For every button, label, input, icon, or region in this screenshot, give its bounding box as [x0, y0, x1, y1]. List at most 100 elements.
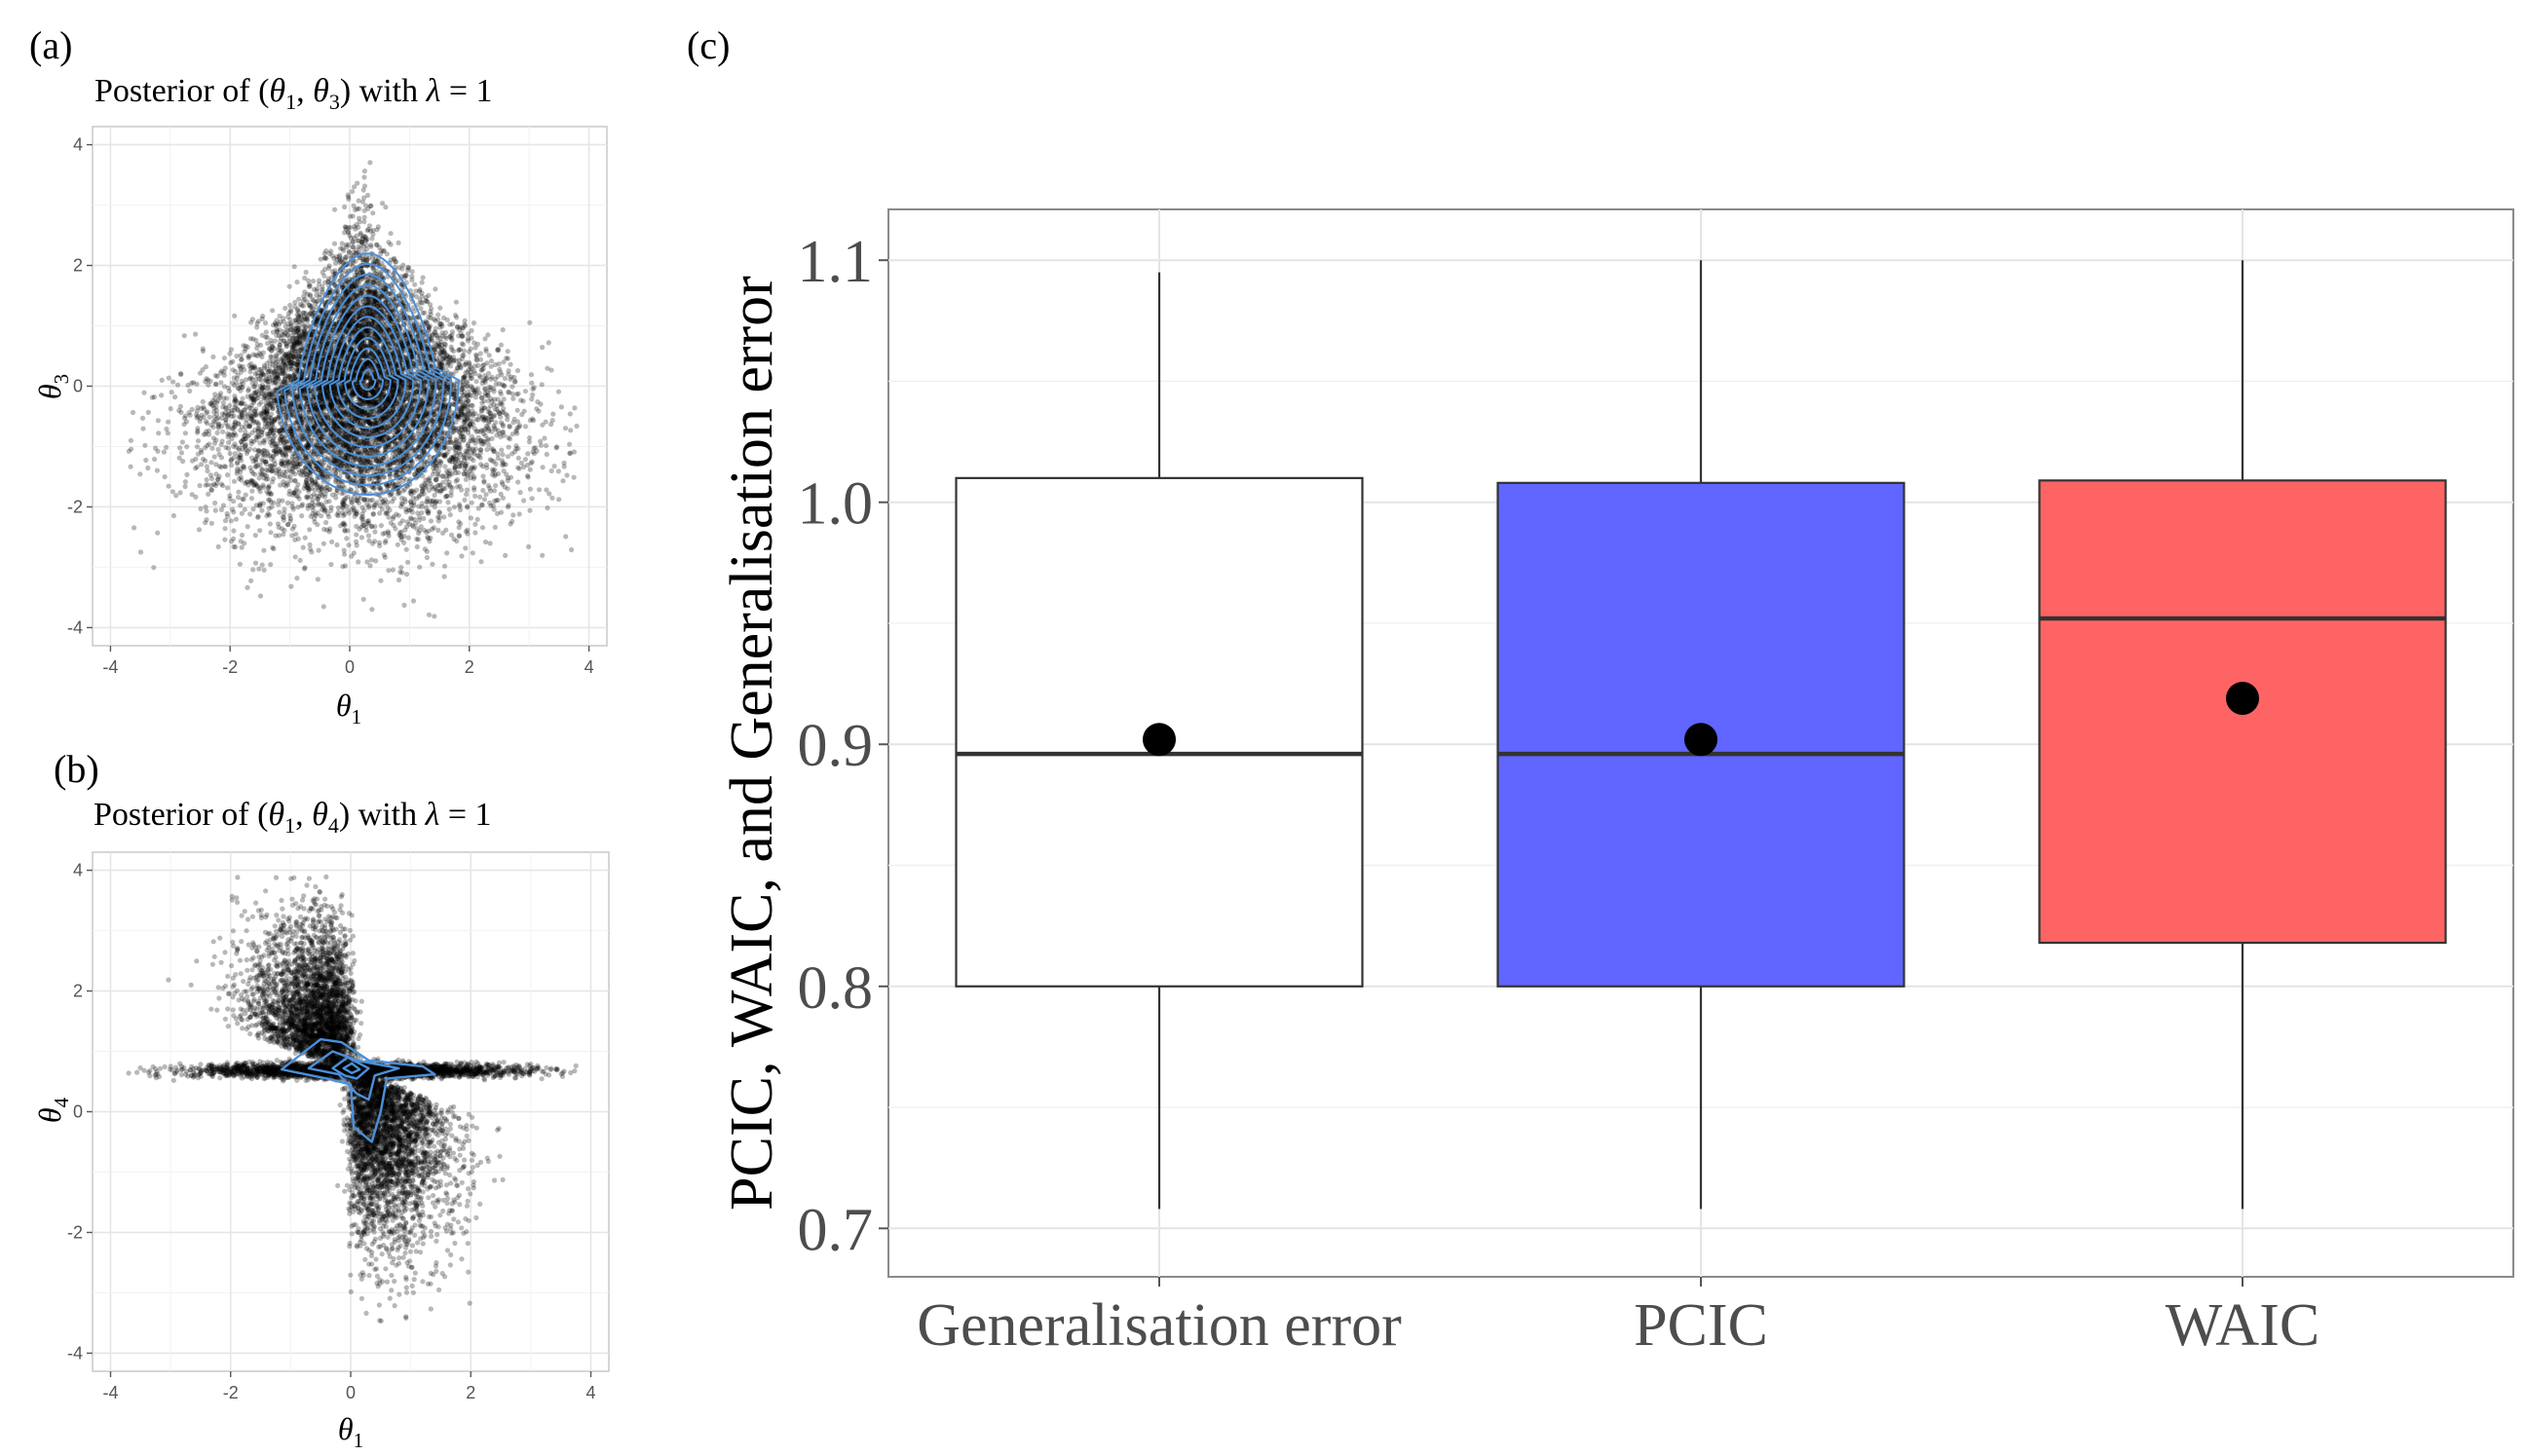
scatter-point	[142, 442, 148, 448]
scatter-point	[353, 416, 358, 422]
scatter-point	[254, 320, 260, 326]
scatter-point	[396, 577, 402, 583]
scatter-point	[235, 386, 241, 392]
scatter-point	[366, 475, 373, 481]
scatter-point	[530, 392, 536, 397]
scatter-point	[521, 498, 527, 504]
scatter-point	[493, 483, 499, 489]
scatter-point	[222, 526, 228, 532]
scatter-point	[405, 392, 411, 397]
scatter-point	[289, 504, 295, 510]
scatter-point	[404, 441, 410, 447]
scatter-point	[193, 494, 199, 500]
scatter-point	[208, 487, 215, 493]
scatter-point	[495, 347, 501, 354]
scatter-point	[224, 513, 230, 520]
scatter-point	[233, 544, 239, 550]
scatter-point	[436, 499, 443, 504]
scatter-point	[422, 546, 428, 552]
scatter-point	[383, 510, 389, 516]
scatter-point	[503, 411, 509, 417]
panel-a-grid	[93, 127, 607, 646]
scatter-point	[420, 473, 426, 479]
scatter-point	[482, 379, 488, 386]
scatter-point	[439, 349, 445, 355]
scatter-point	[486, 353, 492, 358]
scatter-point	[499, 372, 505, 378]
scatter-point	[363, 277, 370, 283]
scatter-point	[354, 542, 359, 548]
scatter-point	[464, 492, 470, 498]
scatter-point	[254, 324, 260, 330]
scatter-point	[561, 460, 567, 466]
scatter-point	[481, 418, 487, 424]
scatter-point	[306, 409, 312, 415]
scatter-point	[289, 435, 296, 441]
scatter-point	[252, 447, 258, 453]
scatter-point	[360, 234, 366, 240]
scatter-point	[549, 495, 555, 501]
scatter-point	[465, 504, 471, 509]
scatter-point	[161, 449, 167, 455]
scatter-point	[514, 407, 520, 413]
scatter-point	[551, 464, 557, 469]
scatter-point	[428, 439, 434, 445]
scatter-point	[293, 421, 299, 427]
scatter-point	[276, 533, 282, 539]
scatter-point	[166, 483, 171, 489]
scatter-point	[364, 318, 370, 324]
scatter-point	[482, 336, 488, 342]
scatter-point	[258, 372, 264, 378]
scatter-point	[469, 327, 474, 334]
scatter-point	[374, 418, 380, 424]
scatter-point	[346, 194, 352, 200]
scatter-point	[270, 344, 276, 350]
scatter-point	[344, 397, 350, 403]
scatter-point	[560, 478, 566, 484]
scatter-point	[395, 461, 400, 467]
scatter-point	[365, 320, 371, 326]
scatter-point	[357, 440, 363, 446]
scatter-point	[363, 528, 369, 534]
scatter-point	[362, 257, 368, 263]
scatter-point	[249, 488, 255, 494]
panel-a-label: (a)	[29, 23, 72, 67]
scatter-point	[516, 466, 522, 471]
scatter-point	[237, 475, 243, 482]
scatter-point	[210, 354, 216, 360]
scatter-point	[365, 205, 371, 211]
scatter-point	[441, 315, 447, 320]
scatter-point	[371, 399, 377, 405]
scatter-point	[419, 280, 425, 285]
scatter-point	[451, 357, 457, 363]
scatter-point	[289, 436, 295, 442]
scatter-point	[300, 544, 306, 550]
scatter-point	[515, 479, 521, 485]
scatter-point	[314, 285, 320, 291]
scatter-point	[239, 532, 245, 539]
scatter-point	[184, 444, 190, 450]
scatter-point	[228, 458, 234, 464]
scatter-point	[228, 518, 234, 524]
scatter-point	[290, 412, 296, 418]
scatter-point	[322, 491, 328, 497]
scatter-point	[177, 490, 183, 496]
scatter-point	[354, 293, 359, 299]
scatter-point	[298, 413, 304, 419]
scatter-point	[243, 436, 248, 442]
scatter-point	[155, 530, 161, 536]
scatter-point	[324, 511, 331, 517]
scatter-point	[328, 401, 334, 407]
scatter-point	[442, 464, 448, 469]
scatter-point	[392, 275, 397, 280]
scatter-point	[394, 398, 399, 404]
scatter-point	[379, 436, 385, 443]
scatter-point	[253, 419, 259, 425]
scatter-point	[497, 366, 503, 372]
scatter-point	[331, 339, 337, 345]
scatter-point	[344, 536, 350, 541]
scatter-point	[334, 541, 340, 548]
scatter-point	[295, 481, 301, 488]
scatter-point	[377, 394, 383, 400]
